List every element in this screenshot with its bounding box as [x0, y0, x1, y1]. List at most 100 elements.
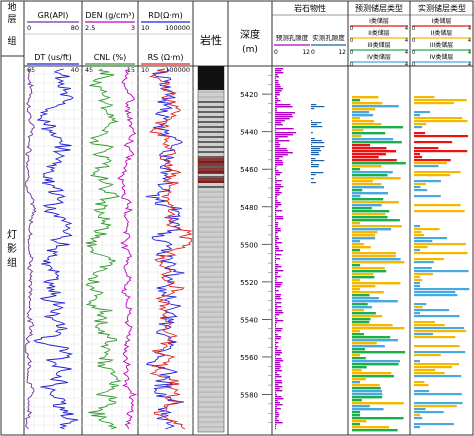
predicted-porosity-bar — [275, 414, 280, 416]
predicted-reservoir-bar — [352, 288, 360, 291]
porosity-scale-max: 12 — [338, 49, 346, 56]
predicted-porosity-bar — [275, 172, 282, 174]
predicted-porosity-bar — [275, 216, 283, 218]
predicted-reservoir-class-min: 0 — [350, 38, 353, 44]
predicted-porosity-bar — [275, 108, 277, 110]
measured-porosity-bar — [311, 166, 319, 168]
predicted-porosity-bar — [275, 192, 282, 194]
measured-porosity-bar — [311, 174, 316, 176]
measured-reservoir-header: 实测储层类型 — [418, 3, 466, 13]
porosity-scale-min: 0 — [311, 49, 315, 56]
measured-reservoir-bar — [414, 204, 461, 207]
predicted-reservoir-bar — [352, 222, 360, 225]
measured-porosity-bar — [311, 108, 315, 110]
predicted-reservoir-header: 预测储层类型 — [355, 3, 403, 13]
predicted-porosity-bar — [275, 84, 280, 86]
predicted-porosity-bar — [275, 356, 276, 358]
predicted-porosity-bar — [275, 232, 278, 234]
predicted-porosity-bar — [275, 152, 293, 154]
predicted-reservoir-bar — [352, 255, 396, 258]
predicted-porosity-bar — [275, 416, 279, 418]
predicted-porosity-bar — [275, 384, 279, 386]
predicted-porosity-bar — [275, 278, 277, 280]
predicted-reservoir-bar — [352, 321, 370, 324]
predicted-porosity-bar — [275, 102, 278, 104]
predicted-porosity-bar — [275, 272, 279, 274]
predicted-porosity-bar — [275, 154, 288, 156]
predicted-reservoir-bar — [352, 333, 364, 336]
predicted-porosity-bar — [275, 320, 284, 322]
measured-reservoir-bar — [414, 270, 469, 273]
predicted-porosity-bar — [275, 132, 297, 134]
predicted-porosity-bar — [275, 136, 288, 138]
predicted-porosity-bar — [275, 290, 279, 292]
predicted-porosity-bar — [275, 282, 283, 284]
predicted-porosity-bar — [275, 186, 284, 188]
predicted-porosity-bar — [275, 286, 281, 288]
predicted-porosity-bar — [275, 420, 280, 422]
predicted-porosity-bar — [275, 386, 283, 388]
measured-reservoir-bar — [414, 363, 460, 366]
rs-curve — [149, 68, 193, 430]
predicted-porosity-bar — [275, 346, 279, 348]
predicted-reservoir-bar — [352, 117, 360, 120]
predicted-porosity-bar — [275, 112, 296, 114]
predicted-porosity-bar — [275, 422, 283, 424]
porosity-series-name: 实测孔隙度 — [312, 33, 345, 42]
chart-tracks: 5420 5440 5460 5480 5500 5520 5540 5560 5580 — [24, 65, 470, 433]
predicted-reservoir-bar — [352, 165, 382, 168]
predicted-reservoir-bar — [352, 180, 373, 183]
predicted-reservoir-bar — [352, 201, 399, 204]
predicted-reservoir-bar — [352, 111, 370, 114]
predicted-porosity-bar — [275, 72, 284, 74]
depth-tick-label: 5460 — [240, 166, 258, 174]
measured-porosity-bar — [311, 142, 325, 144]
predicted-porosity-bar — [275, 98, 279, 100]
predicted-porosity-bar — [275, 376, 282, 378]
predicted-porosity-bar — [275, 390, 283, 392]
predicted-porosity-bar — [275, 264, 279, 266]
predicted-porosity-bar — [275, 402, 280, 404]
predicted-reservoir-bar — [352, 381, 360, 384]
predicted-porosity-bar — [275, 396, 282, 398]
predicted-reservoir-bar — [352, 303, 368, 306]
predicted-porosity-bar — [275, 252, 276, 254]
curve-scale-max: 3 — [131, 24, 135, 32]
predicted-porosity-bar — [275, 304, 277, 306]
measured-reservoir-bar — [414, 333, 434, 336]
strat-header-char-3: 组 — [7, 35, 16, 47]
porosity-scale-max: 12 — [302, 49, 310, 56]
predicted-porosity-bar — [275, 206, 279, 208]
measured-porosity-bar — [311, 144, 313, 146]
predicted-porosity-bar — [275, 428, 276, 430]
predicted-reservoir-bar — [352, 318, 371, 321]
predicted-porosity-bar — [275, 258, 281, 260]
measured-reservoir-bar — [414, 258, 445, 261]
predicted-reservoir-bar — [352, 123, 382, 126]
predicted-reservoir-bar — [352, 384, 380, 387]
predicted-porosity-bar — [275, 362, 280, 364]
predicted-porosity-bar — [275, 162, 284, 164]
measured-reservoir-bar — [414, 402, 463, 405]
predicted-reservoir-bar — [352, 225, 402, 228]
predicted-reservoir-bar — [352, 150, 397, 153]
measured-reservoir-bar — [414, 195, 441, 198]
predicted-porosity-bar — [275, 288, 276, 290]
predicted-reservoir-bar — [352, 420, 367, 423]
predicted-reservoir-bar — [352, 315, 383, 318]
predicted-reservoir-class-max: 4 — [405, 26, 408, 32]
predicted-porosity-bar — [275, 144, 281, 146]
predicted-reservoir-bar — [352, 300, 398, 303]
predicted-reservoir-bar — [352, 216, 388, 219]
predicted-reservoir-bar — [352, 417, 404, 420]
predicted-porosity-bar — [275, 76, 279, 78]
curve-scale-min: 0 — [27, 24, 31, 32]
measured-reservoir-bar — [414, 99, 467, 102]
measured-porosity-bar — [311, 162, 313, 164]
porosity-series-name: 预测孔隙度 — [276, 33, 309, 42]
predicted-porosity-bar — [275, 412, 279, 414]
predicted-reservoir-bar — [352, 105, 399, 108]
predicted-porosity-bar — [275, 366, 282, 368]
predicted-reservoir-bar — [352, 138, 394, 141]
predicted-porosity-bar — [275, 368, 280, 370]
